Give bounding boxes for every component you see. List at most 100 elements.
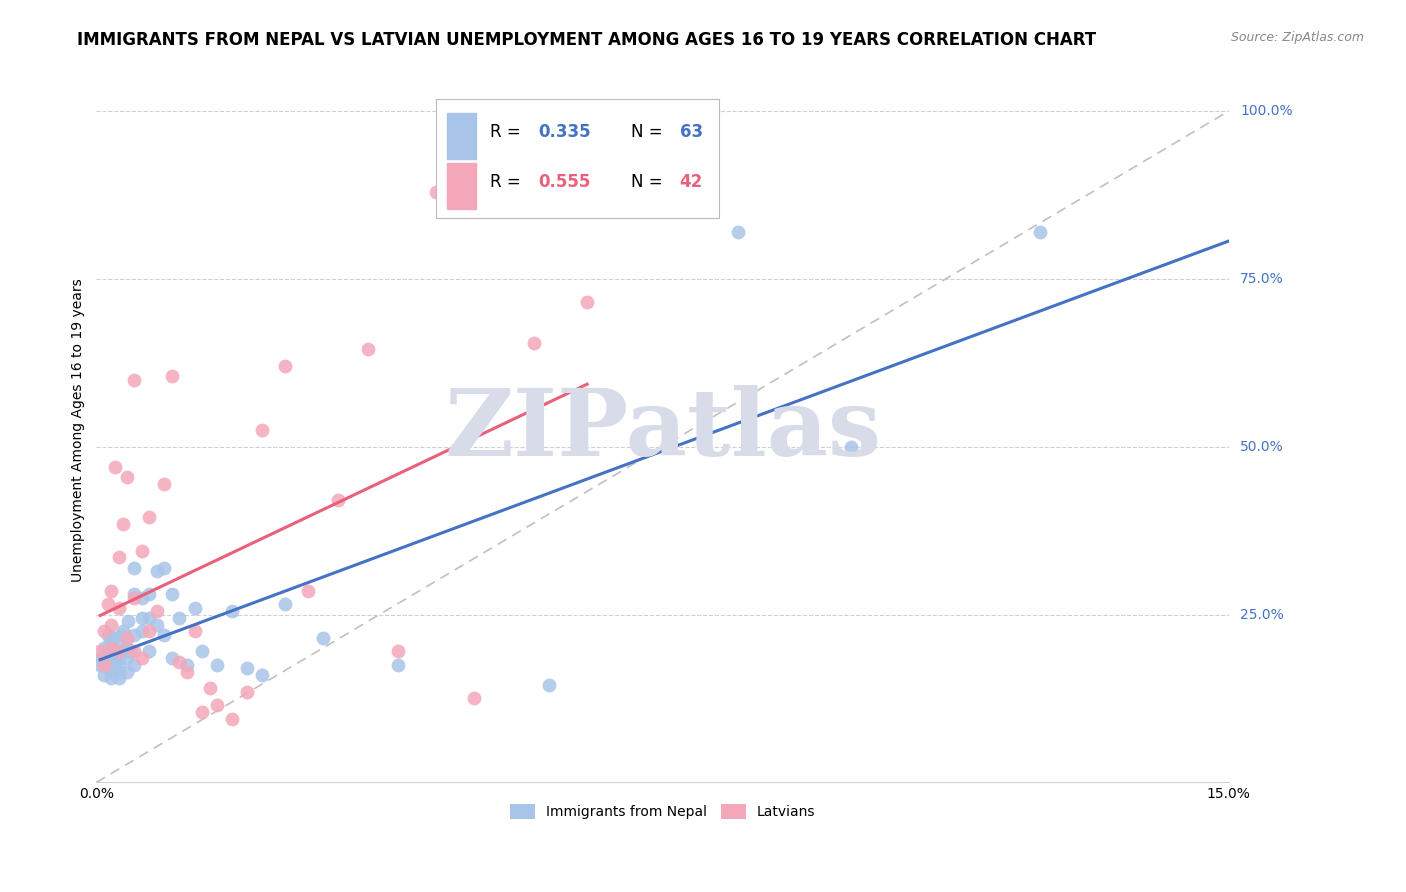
- Point: [108, 651, 131, 665]
- Text: Source: ZipAtlas.com: Source: ZipAtlas.com: [1230, 31, 1364, 45]
- Point: [153, 627, 176, 641]
- Point: [191, 644, 214, 658]
- Point: [101, 631, 124, 645]
- Y-axis label: Unemployment Among Ages 16 to 19 years: Unemployment Among Ages 16 to 19 years: [72, 278, 86, 582]
- Point: [176, 657, 198, 672]
- Point: [131, 624, 153, 639]
- Point: [115, 631, 138, 645]
- Text: 100.0%: 100.0%: [1240, 104, 1292, 118]
- Point: [198, 681, 221, 696]
- Point: [98, 634, 121, 648]
- Point: [115, 631, 138, 645]
- Point: [100, 584, 122, 599]
- Point: [108, 657, 131, 672]
- Point: [160, 369, 183, 384]
- Point: [100, 671, 122, 685]
- Point: [312, 631, 335, 645]
- Point: [138, 624, 160, 639]
- Point: [122, 591, 145, 605]
- Point: [100, 617, 122, 632]
- Point: [93, 641, 115, 656]
- Point: [252, 423, 274, 437]
- Point: [111, 644, 134, 658]
- Point: [108, 644, 131, 658]
- Point: [425, 185, 447, 199]
- Point: [100, 657, 122, 672]
- Point: [100, 644, 122, 658]
- Point: [93, 624, 115, 639]
- Point: [122, 560, 145, 574]
- Point: [108, 550, 131, 565]
- Point: [138, 587, 160, 601]
- Point: [138, 510, 160, 524]
- Point: [138, 644, 160, 658]
- Point: [115, 641, 138, 656]
- Text: 50.0%: 50.0%: [1240, 440, 1284, 454]
- Point: [93, 668, 115, 682]
- Point: [236, 684, 259, 698]
- Point: [841, 440, 863, 454]
- Point: [357, 343, 380, 357]
- Text: ZIPatlas: ZIPatlas: [444, 384, 882, 475]
- Point: [727, 225, 749, 239]
- Point: [169, 611, 191, 625]
- Point: [122, 372, 145, 386]
- Point: [104, 657, 127, 672]
- Point: [110, 627, 132, 641]
- Legend: Immigrants from Nepal, Latvians: Immigrants from Nepal, Latvians: [505, 799, 821, 825]
- Point: [117, 614, 139, 628]
- Point: [97, 627, 120, 641]
- Point: [111, 516, 134, 531]
- Point: [297, 584, 319, 599]
- Point: [111, 624, 134, 639]
- Point: [104, 648, 127, 662]
- Point: [91, 651, 114, 665]
- Point: [89, 644, 111, 658]
- Point: [576, 295, 599, 310]
- Point: [183, 600, 205, 615]
- Point: [120, 644, 142, 658]
- Point: [145, 617, 167, 632]
- Point: [191, 705, 214, 719]
- Point: [94, 648, 117, 662]
- Point: [205, 657, 228, 672]
- Point: [176, 665, 198, 679]
- Point: [100, 641, 122, 656]
- Point: [183, 624, 205, 639]
- Point: [463, 691, 485, 706]
- Point: [122, 657, 145, 672]
- Point: [145, 564, 167, 578]
- Point: [108, 665, 131, 679]
- Point: [122, 627, 145, 641]
- Point: [387, 644, 409, 658]
- Point: [131, 591, 153, 605]
- Point: [108, 600, 131, 615]
- Text: 75.0%: 75.0%: [1240, 272, 1284, 285]
- Point: [115, 665, 138, 679]
- Point: [97, 657, 120, 672]
- Point: [221, 604, 243, 618]
- Point: [252, 668, 274, 682]
- Point: [104, 459, 127, 474]
- Point: [160, 587, 183, 601]
- Point: [108, 644, 131, 658]
- Point: [93, 657, 115, 672]
- Point: [153, 560, 176, 574]
- Point: [274, 598, 297, 612]
- Point: [274, 359, 297, 373]
- Point: [138, 611, 160, 625]
- Point: [1029, 225, 1052, 239]
- Point: [131, 543, 153, 558]
- Point: [387, 657, 409, 672]
- Text: IMMIGRANTS FROM NEPAL VS LATVIAN UNEMPLOYMENT AMONG AGES 16 TO 19 YEARS CORRELAT: IMMIGRANTS FROM NEPAL VS LATVIAN UNEMPLO…: [77, 31, 1097, 49]
- Point: [100, 651, 122, 665]
- Point: [100, 665, 122, 679]
- Point: [145, 604, 167, 618]
- Point: [523, 335, 546, 350]
- Point: [97, 598, 120, 612]
- Point: [108, 671, 131, 685]
- Point: [122, 587, 145, 601]
- Point: [538, 678, 561, 692]
- Point: [236, 661, 259, 675]
- Text: 25.0%: 25.0%: [1240, 607, 1284, 622]
